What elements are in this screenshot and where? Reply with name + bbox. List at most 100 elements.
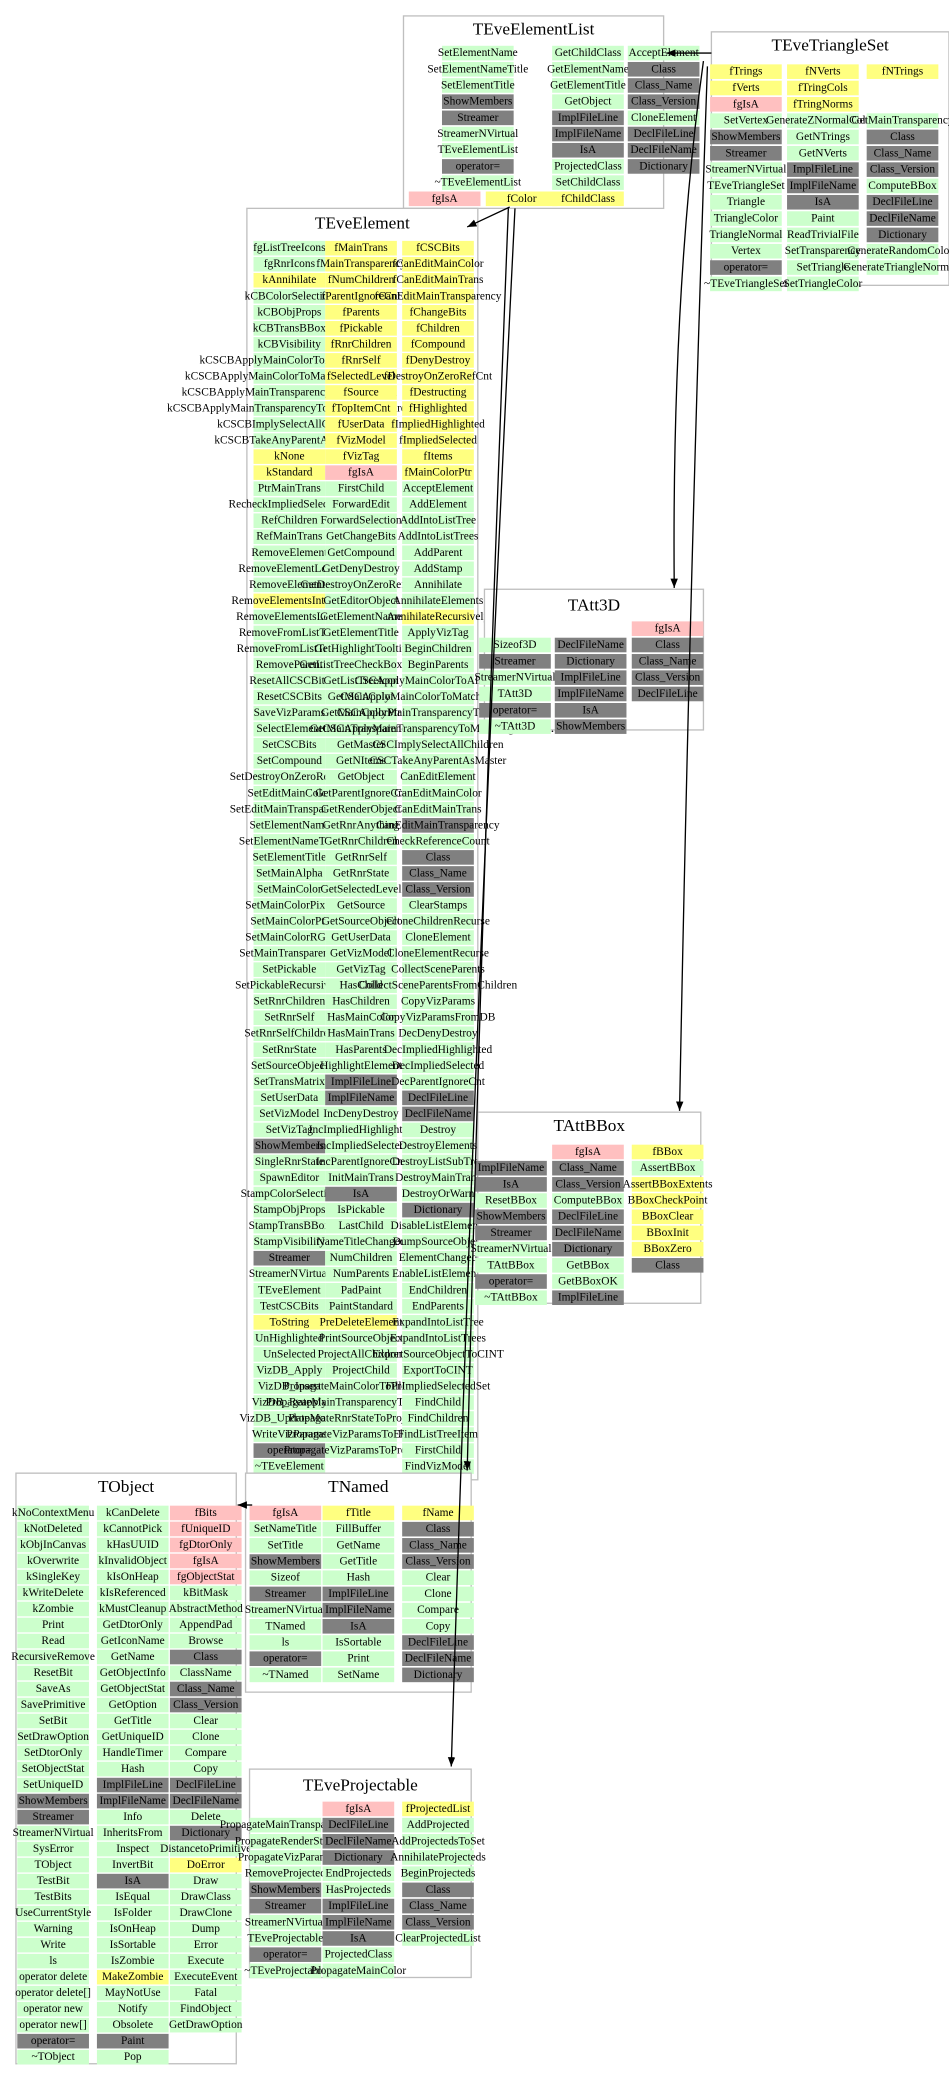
member-box [325, 1026, 397, 1042]
member-label: kNone [274, 451, 304, 463]
member-box [441, 110, 514, 126]
member-label: fCompound [411, 338, 466, 350]
member-label: ForwardSelection [320, 515, 401, 527]
member-label: IsA [125, 1875, 142, 1887]
member-label: BBoxInit [646, 1227, 689, 1239]
member-label: fDestructing [409, 386, 466, 398]
member-box [402, 641, 474, 657]
member-box [552, 78, 624, 93]
member-box [710, 145, 782, 161]
member-box [169, 1745, 242, 1761]
member-box [325, 240, 397, 256]
member-label: GetMainTransparency [851, 115, 949, 127]
member-box [402, 978, 474, 993]
member-label: GetObject [338, 771, 386, 783]
member-box [325, 1427, 397, 1442]
member-box [325, 753, 397, 769]
member-label: fNVerts [805, 66, 841, 78]
member-label: GetListTreeCheckBoxIcon [299, 659, 422, 671]
member-label: FindChildren [408, 1413, 469, 1425]
member-box [253, 305, 326, 320]
member-box [485, 191, 558, 207]
member-box [787, 64, 859, 79]
member-label: TEveTriangleSet [707, 180, 785, 192]
member-box [402, 1282, 474, 1298]
member-box [402, 673, 474, 689]
member-box [96, 1841, 169, 1857]
member-label: SetNameTitle [254, 1523, 317, 1535]
member-box [169, 1649, 242, 1665]
member-label: Class_Name [177, 1683, 235, 1695]
member-label: Execute [187, 1955, 224, 1967]
member-box [554, 719, 627, 734]
member-label: Streamer [457, 112, 498, 124]
member-label: Compare [417, 1604, 459, 1616]
member-box [169, 1697, 242, 1713]
member-box [402, 1170, 474, 1186]
member-label: IsFolder [114, 1907, 152, 1919]
member-box [402, 1554, 474, 1569]
member-label: Dictionary [564, 1243, 613, 1255]
member-label: TObject [35, 1859, 73, 1871]
member-box [96, 1889, 169, 1905]
member-label: PadPaint [341, 1284, 382, 1296]
member-box [552, 45, 624, 61]
member-label: TestCSCBits [260, 1300, 319, 1312]
member-label: ImplFileLine [558, 1292, 618, 1304]
member-label: IncDenyDestroy [323, 1108, 399, 1120]
member-label: fColor [507, 193, 537, 205]
member-box [96, 1553, 169, 1569]
member-label: Obsolete [112, 2019, 153, 2031]
member-label: SetSourceObject [251, 1060, 328, 1072]
member-box [866, 145, 939, 161]
member-box [787, 260, 859, 275]
member-label: fNumChildren [328, 274, 395, 286]
member-label: StreamerNVirtual [474, 672, 555, 684]
member-box [249, 1914, 322, 1930]
member-label: CloneElement [631, 112, 697, 124]
member-label: PrintSourceObject [319, 1332, 404, 1344]
member-label: fParentIgnoreCnt [321, 290, 401, 302]
member-label: fgIsA [655, 623, 682, 635]
member-box [169, 1521, 242, 1537]
member-box [787, 211, 859, 226]
member-box [322, 1963, 395, 1979]
member-label: operator new[] [19, 2019, 86, 2031]
member-label: RemoveElementsLocal [236, 611, 342, 623]
member-label: CopyVizParamsFromDB [381, 1012, 496, 1024]
member-label: Compare [185, 1747, 227, 1759]
member-label: AcceptElement [403, 483, 474, 495]
member-box [325, 1234, 397, 1250]
member-label: fgObjectStat [177, 1571, 235, 1583]
member-label: RefChildren [261, 515, 318, 527]
member-label: SetMainColorRGB [245, 932, 333, 944]
member-label: GetRnrSelf [335, 851, 387, 863]
member-label: GetBBoxOK [558, 1276, 618, 1288]
member-label: GetObject [565, 96, 613, 108]
member-box [866, 227, 939, 243]
member-box [169, 1569, 242, 1585]
member-box [17, 1873, 89, 1889]
member-box [253, 834, 326, 849]
member-box [408, 191, 481, 207]
member-box [627, 78, 700, 93]
member-label: IsSortable [335, 1637, 381, 1649]
member-box [402, 1931, 474, 1946]
member-box [710, 97, 782, 112]
member-label: TAtt3D [498, 688, 533, 700]
member-label: ExpandIntoListTree [392, 1316, 483, 1328]
member-box [866, 243, 939, 259]
member-label: DeclFileName [405, 1653, 472, 1665]
member-label: Streamer [265, 1588, 306, 1600]
member-box [253, 802, 326, 817]
member-label: Read [41, 1635, 65, 1647]
member-box [402, 818, 474, 833]
member-box [253, 401, 326, 416]
member-box [441, 78, 514, 93]
member-box [253, 962, 326, 977]
member-label: operator= [31, 2035, 75, 2047]
member-label: AddStamp [414, 563, 463, 575]
member-label: kIsReferenced [100, 1587, 166, 1599]
member-label: DeclFileName [555, 1227, 622, 1239]
member-box [325, 1347, 397, 1362]
